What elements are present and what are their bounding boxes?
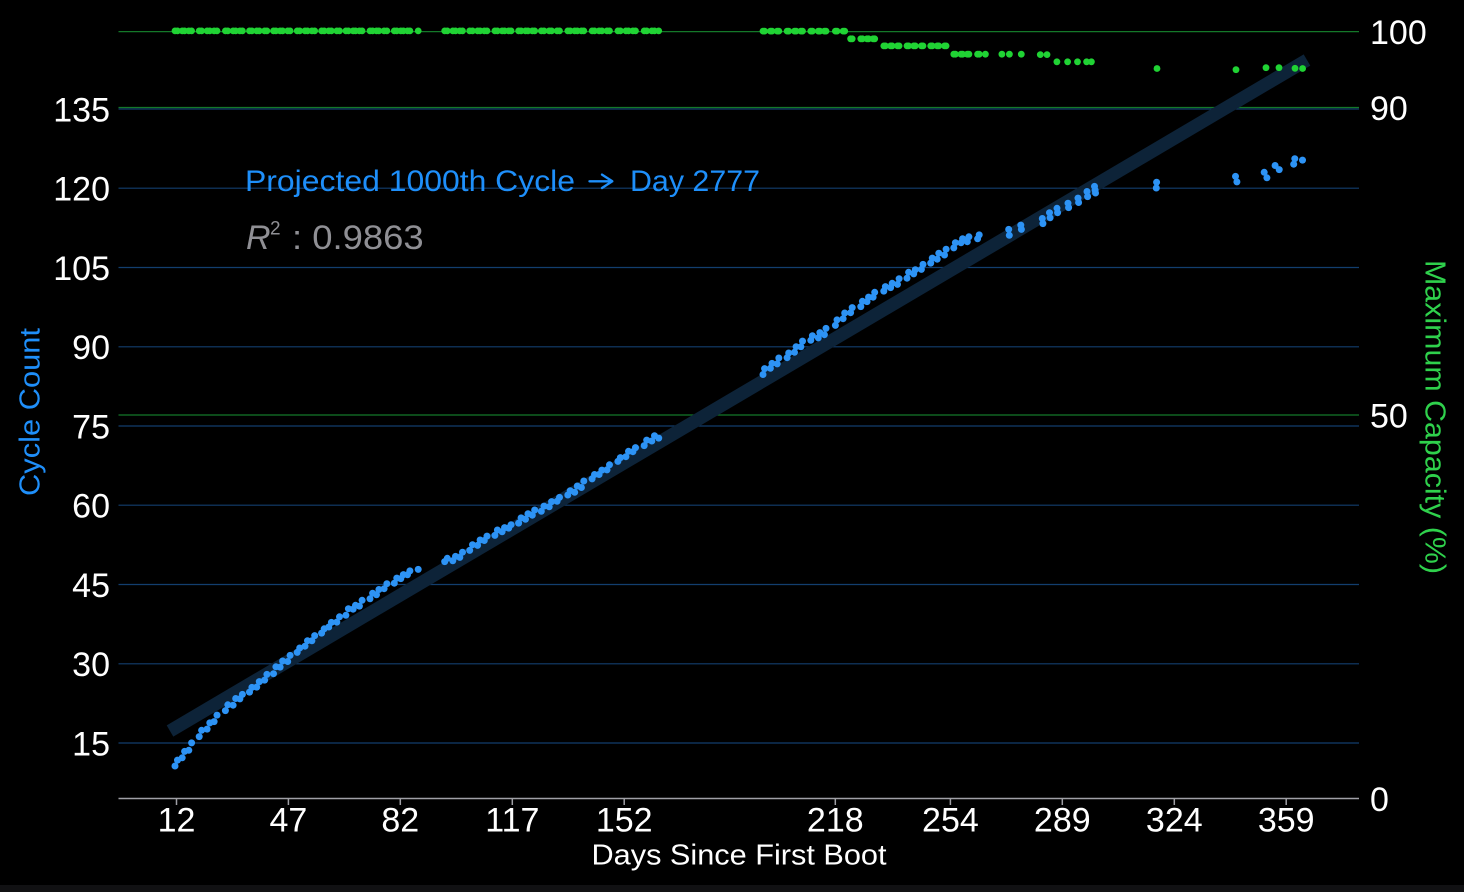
svg-text:50: 50 bbox=[1370, 397, 1408, 435]
svg-text:15: 15 bbox=[72, 725, 110, 763]
svg-text:0: 0 bbox=[1370, 781, 1389, 819]
svg-text:12: 12 bbox=[158, 802, 196, 840]
svg-text:Maximum Capacity (%): Maximum Capacity (%) bbox=[1419, 260, 1451, 574]
svg-text:R: R bbox=[246, 219, 271, 257]
svg-text:117: 117 bbox=[485, 802, 539, 840]
svg-text:2: 2 bbox=[270, 219, 281, 240]
svg-text:Projected 1000th Cycle: Projected 1000th Cycle bbox=[245, 165, 575, 198]
svg-text:47: 47 bbox=[269, 802, 307, 840]
svg-text:: 0.9863: : 0.9863 bbox=[292, 219, 424, 257]
svg-text:90: 90 bbox=[72, 329, 110, 367]
svg-text:Days Since First Boot: Days Since First Boot bbox=[592, 840, 887, 872]
svg-text:105: 105 bbox=[53, 250, 110, 288]
svg-text:254: 254 bbox=[922, 802, 979, 840]
svg-text:90: 90 bbox=[1370, 90, 1408, 128]
svg-text:135: 135 bbox=[53, 91, 110, 129]
svg-text:Day 2777: Day 2777 bbox=[630, 165, 760, 198]
svg-text:60: 60 bbox=[72, 488, 110, 526]
svg-text:75: 75 bbox=[72, 408, 110, 446]
svg-text:218: 218 bbox=[807, 802, 864, 840]
svg-text:120: 120 bbox=[53, 171, 110, 209]
svg-text:289: 289 bbox=[1034, 802, 1091, 840]
svg-text:Cycle Count: Cycle Count bbox=[15, 328, 47, 496]
svg-text:324: 324 bbox=[1146, 802, 1203, 840]
svg-text:82: 82 bbox=[381, 802, 419, 840]
svg-text:30: 30 bbox=[72, 646, 110, 684]
svg-text:45: 45 bbox=[72, 567, 110, 605]
svg-text:152: 152 bbox=[596, 802, 653, 840]
svg-text:359: 359 bbox=[1258, 802, 1315, 840]
svg-text:100: 100 bbox=[1370, 14, 1427, 52]
